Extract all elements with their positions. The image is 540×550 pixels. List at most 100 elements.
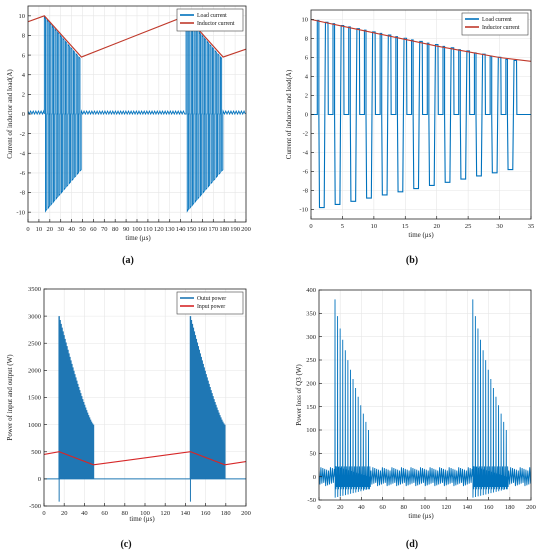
x-axis-label: time (μs) xyxy=(129,515,155,523)
y-tick-label: -8 xyxy=(20,190,25,197)
y-tick-label: 400 xyxy=(306,287,316,294)
x-tick-label: 80 xyxy=(122,510,129,517)
x-tick-label: 0 xyxy=(26,226,29,233)
y-tick-label: -10 xyxy=(299,207,308,214)
x-tick-label: 60 xyxy=(101,510,108,517)
x-tick-label: 160 xyxy=(484,504,494,511)
series-outut-power-burst-1 xyxy=(58,316,95,479)
y-tick-label: 8 xyxy=(22,33,25,40)
y-tick-label: 2500 xyxy=(28,340,41,347)
x-tick-label: 110 xyxy=(143,226,153,233)
x-tick-label: 5 xyxy=(341,223,344,230)
x-axis-label: time (μs) xyxy=(125,234,151,242)
x-tick-label: 20 xyxy=(433,223,440,230)
x-tick-label: 20 xyxy=(337,504,344,511)
x-tick-label: 80 xyxy=(401,504,408,511)
y-axis-label: Power of input and output (W) xyxy=(6,354,14,441)
x-tick-label: 30 xyxy=(57,226,64,233)
y-tick-label: 0 xyxy=(38,476,41,483)
y-tick-label: 10 xyxy=(19,13,26,20)
plot-series xyxy=(28,15,246,213)
x-tick-label: 10 xyxy=(371,223,378,230)
chart-panel-a: 0 10 20 30 40 50 60 70 80 90 100 110 120 130 140 150 160… xyxy=(6,5,251,266)
x-tick-label: 160 xyxy=(201,510,211,517)
x-tick-label: 50 xyxy=(79,226,86,233)
y-tick-label: -8 xyxy=(303,188,308,195)
y-tick-label: -10 xyxy=(16,209,25,216)
x-axis-label: time (μs) xyxy=(408,231,434,239)
y-tick-label: -2 xyxy=(303,131,308,138)
x-tick-label: 130 xyxy=(165,226,175,233)
y-tick-label: 200 xyxy=(306,381,316,388)
x-tick-label: 40 xyxy=(68,226,75,233)
legend: Load current Inductor current xyxy=(461,12,529,36)
x-tick-label: 160 xyxy=(198,226,208,233)
y-tick-label: 4 xyxy=(305,74,309,81)
x-tick-label: 0 xyxy=(309,223,312,230)
series-inductor-current xyxy=(28,15,246,58)
plot-series xyxy=(311,18,531,209)
x-tick-label: 15 xyxy=(402,223,409,230)
x-tick-label: 80 xyxy=(112,226,119,233)
panel-label: (c) xyxy=(120,539,131,550)
chart-panel-d: 0 20 40 60 80 100 120 140 160 180 200-500501001502… xyxy=(295,287,536,550)
x-tick-label: 190 xyxy=(230,226,240,233)
series-input-power xyxy=(44,451,246,466)
x-tick-label: 30 xyxy=(496,223,503,230)
y-tick-label: -6 xyxy=(303,169,309,176)
x-tick-label: 180 xyxy=(221,510,231,517)
x-tick-label: 10 xyxy=(36,226,43,233)
y-tick-label: -2 xyxy=(20,131,25,138)
y-tick-label: 100 xyxy=(306,427,316,434)
plot-series xyxy=(44,316,246,502)
legend-entry: Inductor current xyxy=(197,21,235,27)
x-tick-label: 120 xyxy=(441,504,451,511)
x-axis-label: time (μs) xyxy=(408,512,434,520)
chart-panel-c: 0 20 40 60 80 100 120 140 160 180 200-500050010001… xyxy=(6,286,251,550)
legend-entry: Load current xyxy=(197,13,227,19)
x-tick-label: 0 xyxy=(42,510,45,517)
y-tick-label: -500 xyxy=(29,503,41,510)
chart-panel-b: 0 5 10 15 20 25 30 35 -10 -8 -6 -4 -2 0 2 4 6 8 10 time (μs… xyxy=(285,9,535,266)
x-tick-label: 60 xyxy=(90,226,97,233)
x-tick-label: 20 xyxy=(47,226,54,233)
legend: Outut power Input power xyxy=(176,291,244,315)
x-tick-label: 180 xyxy=(219,226,229,233)
y-tick-label: 0 xyxy=(313,474,316,481)
y-tick-label: 0 xyxy=(22,111,25,118)
series-load-current xyxy=(311,19,531,209)
x-tick-label: 170 xyxy=(208,226,218,233)
x-tick-label: 35 xyxy=(528,223,535,230)
y-tick-label: 250 xyxy=(306,357,316,364)
series-load-current xyxy=(28,15,246,213)
y-tick-label: 2 xyxy=(305,93,308,100)
y-tick-label: 2 xyxy=(22,92,25,99)
x-tick-label: 40 xyxy=(81,510,88,517)
legend-entry: Load current xyxy=(482,17,512,23)
legend: Load current Inductor current xyxy=(176,8,244,32)
x-tick-label: 120 xyxy=(160,510,170,517)
y-tick-label: -4 xyxy=(303,150,309,157)
y-axis-label: Current of inductor and load(A) xyxy=(6,69,14,159)
y-tick-label: 0 xyxy=(305,112,308,119)
y-tick-label: -50 xyxy=(307,497,316,504)
x-tick-label: 140 xyxy=(181,510,191,517)
x-tick-label: 25 xyxy=(465,223,472,230)
x-tick-label: 20 xyxy=(61,510,68,517)
y-tick-label: 150 xyxy=(306,404,316,411)
x-tick-label: 200 xyxy=(241,226,251,233)
x-tick-label: 140 xyxy=(463,504,473,511)
y-tick-label: 4 xyxy=(22,72,26,79)
x-tick-label: 200 xyxy=(526,504,536,511)
y-tick-label: 350 xyxy=(306,311,316,318)
y-axis-label: Current of inductor and load(A) xyxy=(285,69,293,159)
series-outut-power-burst-2 xyxy=(189,316,226,479)
y-tick-label: 2000 xyxy=(28,368,41,375)
legend-entry: Outut power xyxy=(197,296,226,302)
y-tick-label: 300 xyxy=(306,334,316,341)
y-tick-label: 3000 xyxy=(28,313,41,320)
series-inductor-current xyxy=(311,18,531,62)
y-tick-label: 50 xyxy=(310,451,317,458)
y-tick-label: -6 xyxy=(20,170,26,177)
